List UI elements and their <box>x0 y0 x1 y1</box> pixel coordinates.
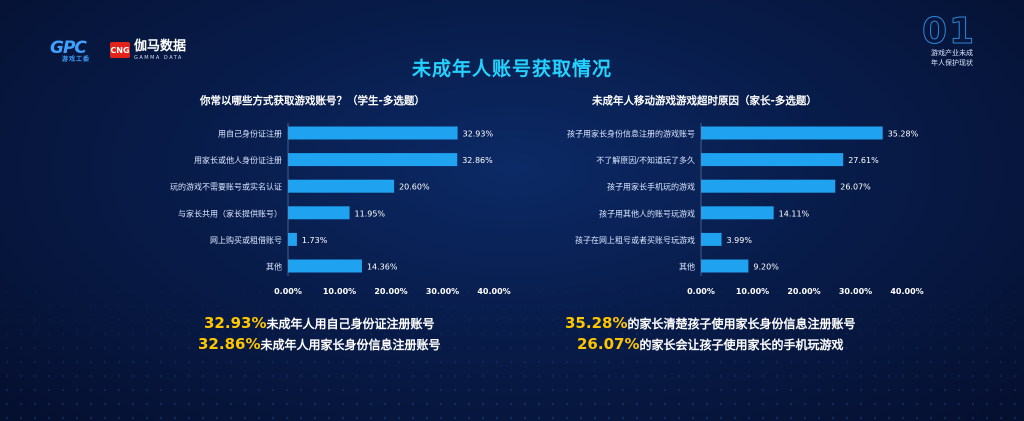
gpc-logo-text: GPC <box>50 38 87 58</box>
left-highlight-2-text: 未成年人用家长身份信息注册账号 <box>260 338 441 352</box>
gpc-logo: GPC 游戏工委 <box>50 38 98 64</box>
left-chart-x-tick-label: 20.00% <box>374 287 407 296</box>
right-chart-category-label: 不了解原因/不知道玩了多久 <box>596 155 695 165</box>
left-chart-bar <box>288 232 297 246</box>
right-chart-category-label: 孩子用家长手机玩的游戏 <box>607 182 695 192</box>
left-chart-title: 你常以哪些方式获取游戏账号？（学生-多选题） <box>200 95 425 107</box>
right-chart-value-label: 35.28% <box>888 130 919 139</box>
left-chart-x-tick-label: 30.00% <box>426 287 459 296</box>
left-highlight-2-pct: 32.86% <box>198 335 261 353</box>
left-chart-bar <box>288 126 458 140</box>
right-chart-category-label: 孩子用家长身份信息注册的游戏账号 <box>567 129 695 139</box>
section-caption: 游戏产业未成 年人保护现状 <box>922 48 982 68</box>
left-bar-chart-svg: 用自己身份证注册 32.93% 用家长或他人身份证注册 32.86% 玩的游戏不需要账号… <box>170 123 511 296</box>
right-chart-x-tick-label: 0.00% <box>687 287 715 296</box>
left-chart-category-label: 与家长共用（家长提供账号） <box>178 208 282 218</box>
left-highlight-1: 32.93%未成年人用自己身份证注册账号 <box>204 312 435 335</box>
gamma-logo-en: GAMMA DATA <box>134 55 183 61</box>
right-chart-value-label: 14.11% <box>779 209 810 218</box>
left-chart-bar <box>288 153 458 167</box>
right-highlight-2-pct: 26.07% <box>577 335 640 353</box>
right-highlight-1-pct: 35.28% <box>565 314 628 332</box>
left-chart-category-label: 网上购买或租借账号 <box>210 235 282 245</box>
left-highlight-1-text: 未成年人用自己身份证注册账号 <box>266 317 435 331</box>
left-chart-category-label: 用家长或他人身份证注册 <box>194 155 282 165</box>
section-caption-line1: 游戏产业未成 <box>931 49 973 57</box>
left-chart-category-label: 玩的游戏不需要账号或实名认证 <box>170 182 282 192</box>
left-chart-x-tick-label: 0.00% <box>274 287 302 296</box>
right-bar-chart-svg: 孩子用家长身份信息注册的游戏账号 35.28% 不了解原因/不知道玩了多久 27.61… <box>567 123 924 296</box>
right-chart-bar <box>701 206 774 220</box>
left-chart-bar <box>288 206 350 220</box>
left-chart-x-tick-label: 40.00% <box>477 287 510 296</box>
right-highlight-2: 26.07%的家长会让孩子使用家长的手机玩游戏 <box>577 333 844 356</box>
right-chart-bar <box>701 259 749 273</box>
right-chart-x-tick-label: 10.00% <box>736 287 769 296</box>
left-chart-value-label: 32.86% <box>462 156 493 165</box>
right-chart-x-tick-label: 20.00% <box>787 287 820 296</box>
right-chart-category-label: 孩子用其他人的账号玩游戏 <box>599 208 695 218</box>
right-chart-title: 未成年人移动游戏游戏超时原因（家长-多选题） <box>592 95 817 107</box>
right-chart-value-label: 9.20% <box>753 263 779 272</box>
right-chart-x-tick-label: 30.00% <box>839 287 872 296</box>
right-chart-x-tick-label: 40.00% <box>890 287 923 296</box>
right-chart-category-label: 其他 <box>679 262 695 272</box>
left-highlight-1-pct: 32.93% <box>204 314 267 332</box>
left-chart-bar <box>288 179 395 193</box>
left-chart-value-label: 32.93% <box>463 130 494 139</box>
cng-logo: CNG <box>110 42 130 58</box>
left-bar-chart: 用自己身份证注册 32.93% 用家长或他人身份证注册 32.86% 玩的游戏不需要账号… <box>0 115 520 309</box>
section-number: 01 <box>921 11 977 52</box>
right-chart-value-label: 27.61% <box>848 156 879 165</box>
right-chart-bar <box>701 153 844 167</box>
right-chart-bar <box>701 232 722 246</box>
left-chart-category-label: 用自己身份证注册 <box>218 129 282 139</box>
right-chart-category-label: 孩子在网上租号或者买账号玩游戏 <box>575 235 695 245</box>
right-chart-bar <box>701 126 883 140</box>
left-chart-value-label: 1.73% <box>302 236 328 245</box>
right-highlight-1-text: 的家长清楚孩子使用家长身份信息注册账号 <box>627 317 856 331</box>
left-chart-x-tick-label: 10.00% <box>323 287 356 296</box>
left-chart-bar <box>288 259 362 273</box>
section-caption-line2: 年人保护现状 <box>931 59 973 67</box>
left-chart-value-label: 14.36% <box>367 263 398 272</box>
right-chart-value-label: 26.07% <box>840 183 871 192</box>
gamma-data-logo: 伽马数据 GAMMA DATA <box>134 40 186 62</box>
right-highlight-1: 35.28%的家长清楚孩子使用家长身份信息注册账号 <box>565 312 856 335</box>
left-chart-value-label: 20.60% <box>399 183 430 192</box>
gpc-logo-subtext: 游戏工委 <box>62 56 91 63</box>
right-chart-value-label: 3.99% <box>727 236 753 245</box>
page-title: 未成年人账号获取情况 <box>411 58 612 80</box>
left-chart-value-label: 11.95% <box>355 209 386 218</box>
gamma-logo-cn: 伽马数据 <box>134 39 187 54</box>
left-highlight-2: 32.86%未成年人用家长身份信息注册账号 <box>198 333 441 356</box>
right-highlight-2-text: 的家长会让孩子使用家长的手机玩游戏 <box>639 338 844 352</box>
right-bar-chart: 孩子用家长身份信息注册的游戏账号 35.28% 不了解原因/不知道玩了多久 27.61… <box>500 115 1024 309</box>
right-chart-bar <box>701 179 836 193</box>
left-chart-category-label: 其他 <box>266 262 282 272</box>
